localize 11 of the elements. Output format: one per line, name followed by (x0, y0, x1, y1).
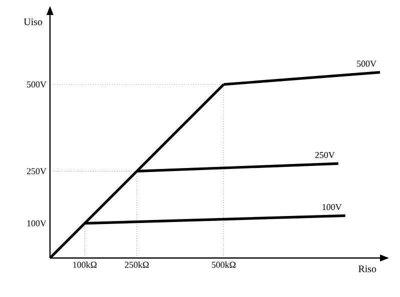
y-axis-title: Uiso (24, 18, 42, 26)
x-axis-title: Riso (358, 266, 376, 272)
y-tick-label: 100V (27, 220, 46, 226)
series-label: 500V (357, 60, 376, 67)
x-tick-label: 250kΩ (124, 262, 149, 268)
series-label: 100V (322, 204, 342, 210)
y-tick-label: 250V (26, 168, 46, 174)
y-tick-label: 500V (27, 81, 46, 88)
series-label: 250V (315, 152, 335, 158)
x-tick-label: 500kΩ (212, 262, 236, 268)
x-tick-label: 100kΩ (73, 262, 97, 268)
